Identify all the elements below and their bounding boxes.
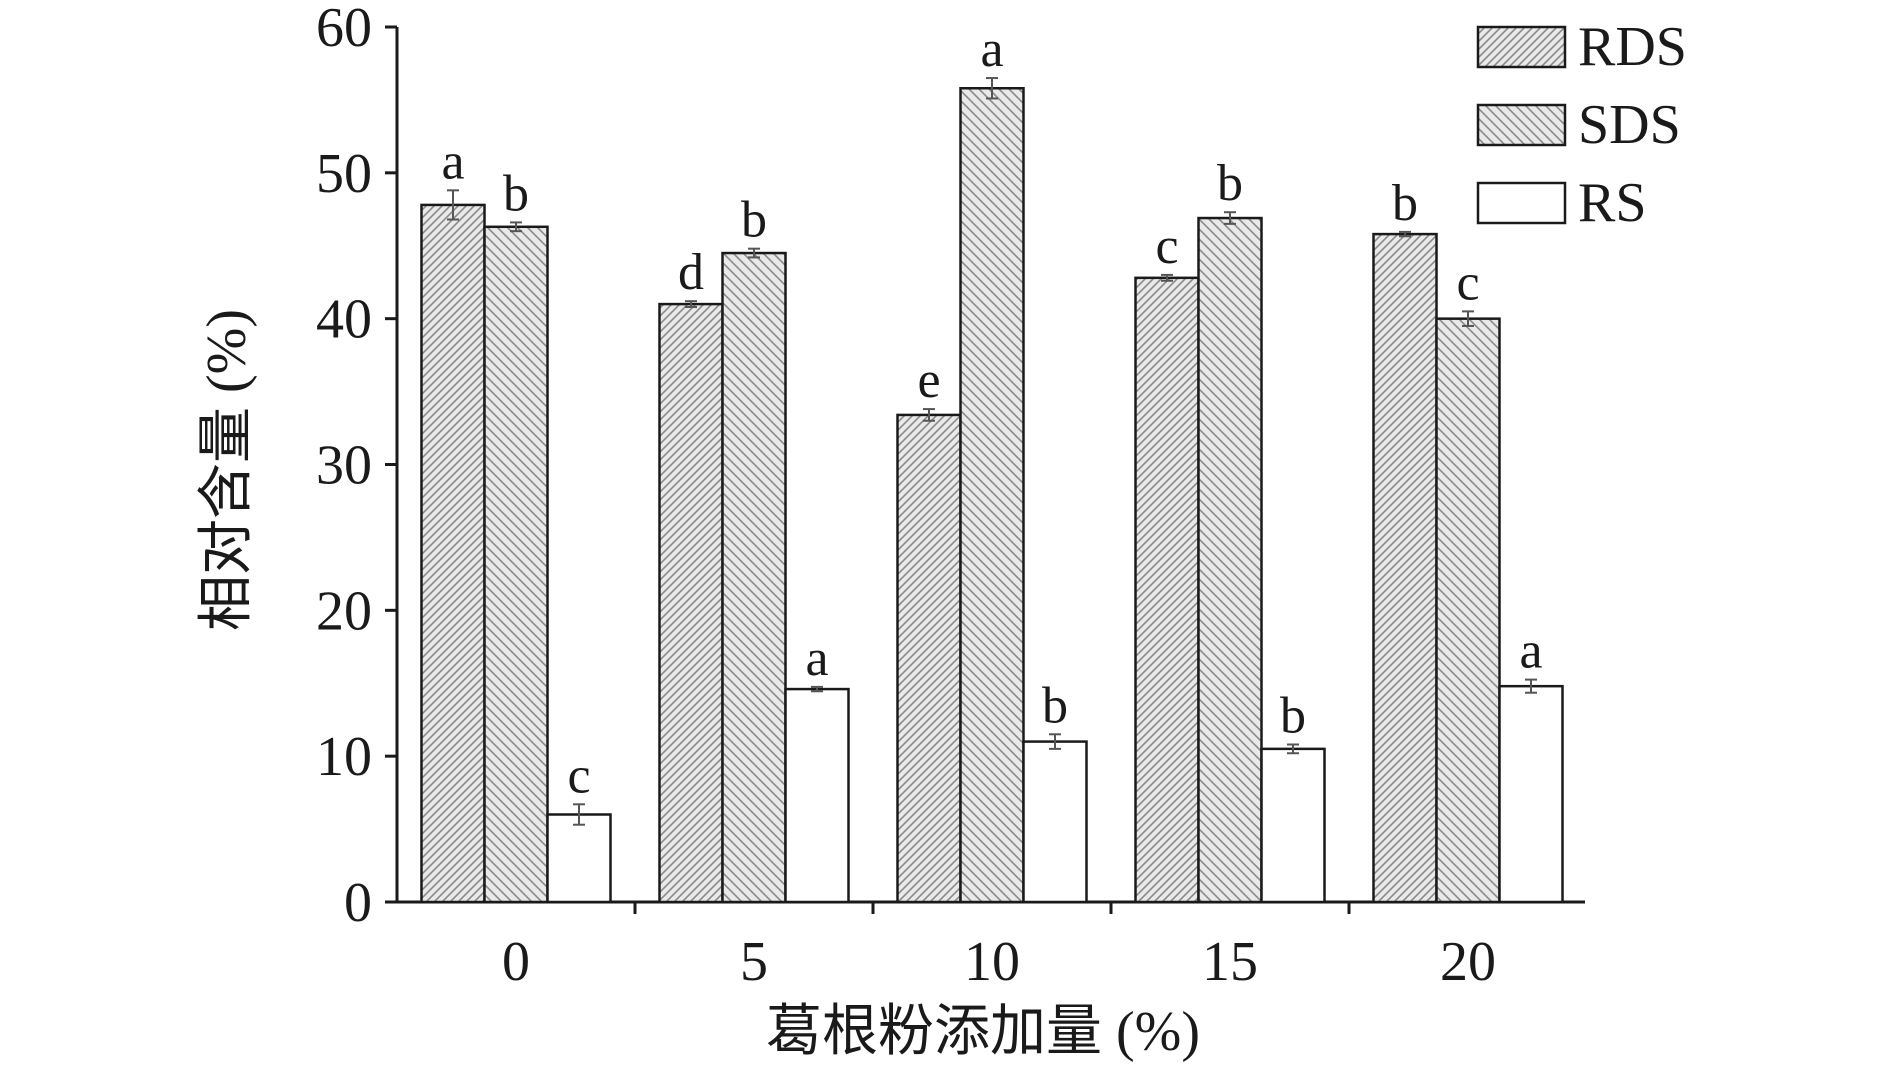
bar-rds <box>1372 232 1438 904</box>
legend-label: RS <box>1578 172 1647 234</box>
significance-letter: b <box>1042 677 1068 734</box>
significance-letter: a <box>1519 623 1542 680</box>
bar-rds <box>420 203 486 904</box>
legend-swatch <box>1476 103 1567 147</box>
bar-rs <box>546 813 612 904</box>
legend-swatch <box>1476 181 1567 225</box>
x-tick-label: 5 <box>740 931 768 993</box>
bar-rds <box>1134 276 1200 904</box>
significance-letter: b <box>741 192 767 249</box>
significance-letter: c <box>1456 254 1479 311</box>
x-axis-title: 葛根粉添加量 (%) <box>766 1001 1200 1063</box>
y-tick-label: 60 <box>316 0 372 59</box>
legend-item-rds: RDS <box>1476 16 1687 78</box>
legend-item-rs: RS <box>1476 172 1647 234</box>
bar-sds <box>1197 216 1263 904</box>
significance-letter: b <box>1217 155 1243 212</box>
x-tick-label: 20 <box>1440 931 1496 993</box>
bar-rs <box>1022 740 1088 904</box>
legend-swatch <box>1476 25 1567 69</box>
y-tick-label: 30 <box>316 435 372 497</box>
significance-letter: b <box>1392 175 1418 232</box>
y-tick-label: 10 <box>316 726 372 788</box>
y-tick-label: 0 <box>344 872 372 934</box>
significance-letter: a <box>980 21 1003 78</box>
significance-letter: c <box>567 747 590 804</box>
significance-letter: b <box>503 165 529 222</box>
bar-sds <box>483 225 549 904</box>
bar-rds <box>658 302 724 904</box>
legend-item-sds: SDS <box>1476 94 1681 156</box>
bar-rds <box>896 413 962 904</box>
y-axis-title: 相对含量 (%) <box>196 309 258 631</box>
significance-letter: b <box>1280 688 1306 745</box>
bar-sds <box>721 251 787 904</box>
y-tick-label: 50 <box>316 143 372 205</box>
x-tick-label: 0 <box>502 931 530 993</box>
legend-label: RDS <box>1578 16 1687 78</box>
x-tick-label: 10 <box>964 931 1020 993</box>
y-tick-label: 40 <box>316 289 372 351</box>
bar-rs <box>1498 684 1564 904</box>
bar-rs <box>784 687 850 904</box>
significance-letter: a <box>441 133 464 190</box>
x-tick-label: 15 <box>1202 931 1258 993</box>
significance-letter: e <box>917 352 940 409</box>
bar-rs <box>1260 747 1326 904</box>
bar-sds <box>959 87 1025 904</box>
legend-label: SDS <box>1578 94 1681 156</box>
significance-letter: d <box>678 244 704 301</box>
y-tick-label: 20 <box>316 580 372 642</box>
significance-letter: c <box>1155 218 1178 275</box>
significance-letter: a <box>805 630 828 687</box>
bar-sds <box>1435 317 1501 904</box>
